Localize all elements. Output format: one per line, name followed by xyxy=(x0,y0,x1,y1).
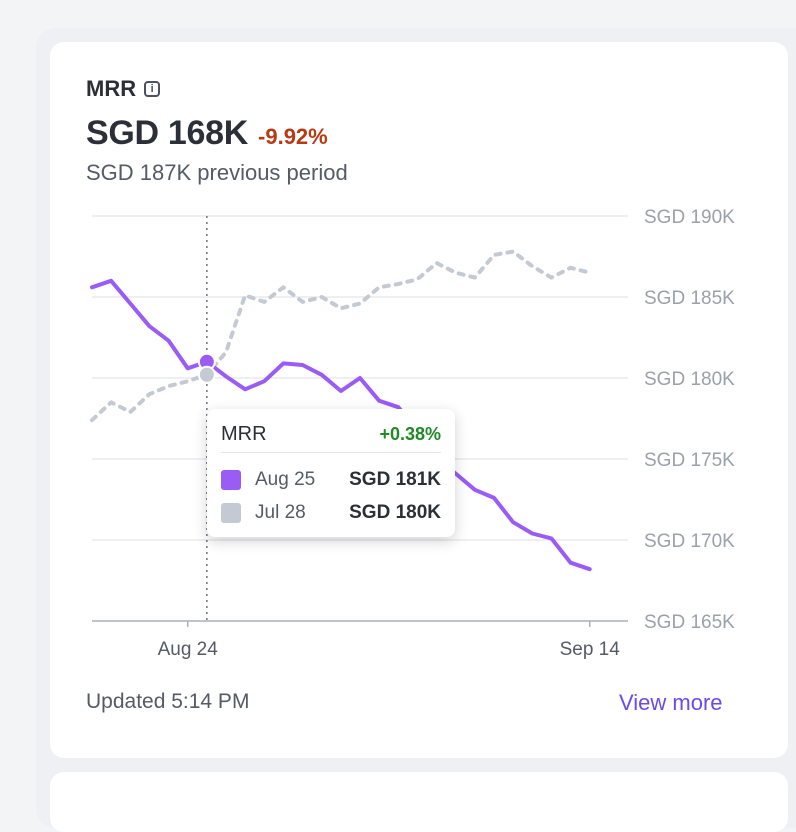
tooltip-title: MRR xyxy=(221,423,267,445)
hover-markers xyxy=(197,352,216,384)
updated-timestamp: Updated 5:14 PM xyxy=(86,690,250,713)
previous-period: SGD 187K previous period xyxy=(86,160,348,185)
y-tick-label: SGD 175K xyxy=(644,450,735,471)
metric-name: MRR xyxy=(86,76,137,101)
chart-series xyxy=(90,249,592,572)
y-tick-label: SGD 190K xyxy=(644,207,735,228)
tooltip-header: MRR +0.38% xyxy=(221,423,441,453)
view-more-link[interactable]: View more xyxy=(619,690,723,715)
chart-tooltip: MRR +0.38% Aug 25 SGD 181K Jul 28 SGD 18… xyxy=(207,409,455,537)
mrr-line-chart[interactable]: SGD 190K SGD 185K SGD 180K SGD 175K SGD 170K… xyxy=(0,0,796,800)
y-tick-label: SGD 180K xyxy=(644,369,735,390)
tooltip-value: SGD 181K xyxy=(349,468,441,490)
metric-value: SGD 168K xyxy=(86,114,249,152)
previous-period-line xyxy=(90,249,592,423)
x-axis-ticks: Aug 24 Sep 14 xyxy=(158,621,621,660)
previous-period-swatch xyxy=(221,502,241,523)
info-icon[interactable]: i xyxy=(144,81,161,97)
current-period-swatch xyxy=(221,469,241,490)
previous-hover-point xyxy=(197,365,216,384)
tooltip-row-previous: Jul 28 SGD 180K xyxy=(221,496,441,529)
x-tick-label: Aug 24 xyxy=(158,639,219,660)
y-axis-ticks: SGD 190K SGD 185K SGD 180K SGD 175K SGD 170K… xyxy=(644,207,735,633)
y-tick-label: SGD 165K xyxy=(644,612,735,633)
metric-value-row: SGD 168K -9.92% xyxy=(86,114,328,153)
current-period-line xyxy=(90,278,592,572)
mrr-card xyxy=(50,42,788,758)
tooltip-value: SGD 180K xyxy=(349,501,441,523)
tooltip-date: Jul 28 xyxy=(255,501,306,523)
tooltip-change: +0.38% xyxy=(379,424,441,444)
tooltip-date: Aug 25 xyxy=(255,468,316,490)
y-tick-label: SGD 185K xyxy=(644,288,735,309)
y-tick-label: SGD 170K xyxy=(644,531,735,552)
tooltip-row-current: Aug 25 SGD 181K xyxy=(221,463,441,496)
x-tick-label: Sep 14 xyxy=(560,639,621,660)
metric-title: MRR i xyxy=(86,76,161,102)
metric-change: -9.92% xyxy=(258,124,328,149)
